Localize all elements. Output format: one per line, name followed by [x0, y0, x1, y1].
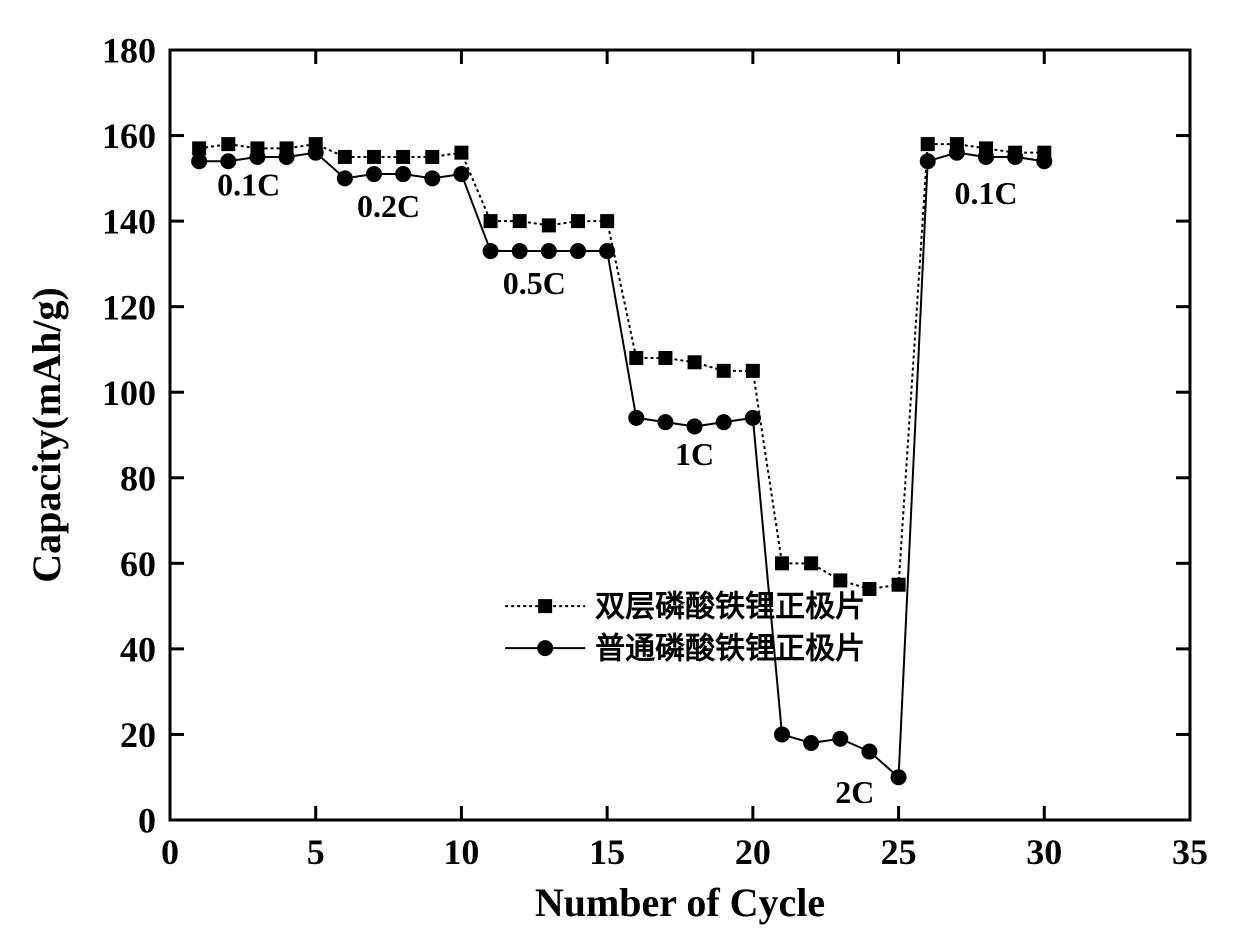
- rate-annotation: 0.5C: [503, 265, 566, 301]
- marker-square: [484, 214, 498, 228]
- y-tick-label: 140: [102, 202, 156, 242]
- marker-circle: [1036, 153, 1052, 169]
- rate-annotation: 0.2C: [357, 188, 420, 224]
- y-tick-label: 40: [120, 629, 156, 669]
- marker-circle: [570, 243, 586, 259]
- marker-circle: [366, 166, 382, 182]
- x-tick-label: 10: [443, 832, 479, 872]
- rate-annotation: 0.1C: [954, 175, 1017, 211]
- marker-circle: [832, 731, 848, 747]
- marker-circle: [483, 243, 499, 259]
- marker-square: [688, 355, 702, 369]
- marker-square: [513, 214, 527, 228]
- x-tick-label: 30: [1026, 832, 1062, 872]
- marker-circle: [599, 243, 615, 259]
- marker-circle: [978, 149, 994, 165]
- marker-square: [629, 351, 643, 365]
- y-tick-label: 180: [102, 31, 156, 71]
- marker-square: [892, 578, 906, 592]
- legend-marker-square: [538, 599, 552, 613]
- x-tick-label: 35: [1172, 832, 1208, 872]
- marker-circle: [861, 744, 877, 760]
- rate-annotation: 2C: [835, 774, 874, 810]
- y-tick-label: 0: [138, 801, 156, 841]
- marker-square: [804, 556, 818, 570]
- y-axis-title: Capacity(mAh/g): [24, 287, 69, 583]
- marker-square: [367, 150, 381, 164]
- marker-circle: [920, 153, 936, 169]
- marker-square: [746, 364, 760, 378]
- y-tick-label: 20: [120, 715, 156, 755]
- marker-square: [717, 364, 731, 378]
- marker-circle: [249, 149, 265, 165]
- marker-circle: [395, 166, 411, 182]
- marker-square: [454, 146, 468, 160]
- rate-annotation: 0.1C: [217, 166, 280, 202]
- marker-circle: [949, 145, 965, 161]
- marker-square: [338, 150, 352, 164]
- x-tick-label: 5: [307, 832, 325, 872]
- marker-square: [600, 214, 614, 228]
- marker-circle: [716, 414, 732, 430]
- y-tick-label: 100: [102, 373, 156, 413]
- marker-circle: [628, 410, 644, 426]
- y-tick-label: 120: [102, 287, 156, 327]
- rate-annotation: 1C: [675, 436, 714, 472]
- rate-capability-chart: 0 5 10 15 20 25 30 35 0 20 40 60 80 100 120 140 160 180 Nu…: [0, 0, 1239, 939]
- marker-circle: [191, 153, 207, 169]
- y-tick-label: 80: [120, 458, 156, 498]
- legend-marker-circle: [537, 640, 553, 656]
- marker-circle: [279, 149, 295, 165]
- marker-circle: [337, 170, 353, 186]
- marker-circle: [803, 735, 819, 751]
- marker-circle: [657, 414, 673, 430]
- x-tick-label: 20: [735, 832, 771, 872]
- marker-circle: [541, 243, 557, 259]
- marker-circle: [512, 243, 528, 259]
- marker-square: [571, 214, 585, 228]
- marker-square: [921, 137, 935, 151]
- marker-circle: [745, 410, 761, 426]
- marker-circle: [424, 170, 440, 186]
- chart-container: 0 5 10 15 20 25 30 35 0 20 40 60 80 100 120 140 160 180 Nu…: [0, 0, 1239, 939]
- x-tick-label: 15: [589, 832, 625, 872]
- marker-square: [425, 150, 439, 164]
- marker-square: [221, 137, 235, 151]
- marker-square: [658, 351, 672, 365]
- x-tick-label: 25: [881, 832, 917, 872]
- marker-square: [833, 573, 847, 587]
- marker-circle: [774, 726, 790, 742]
- legend-label: 普通磷酸铁锂正极片: [595, 632, 865, 666]
- legend-label: 双层磷酸铁锂正极片: [595, 591, 865, 624]
- marker-circle: [453, 166, 469, 182]
- y-tick-label: 160: [102, 116, 156, 156]
- marker-square: [542, 218, 556, 232]
- x-tick-label: 0: [161, 832, 179, 872]
- marker-circle: [1007, 149, 1023, 165]
- marker-circle: [687, 418, 703, 434]
- marker-square: [396, 150, 410, 164]
- y-tick-label: 60: [120, 544, 156, 584]
- marker-circle: [891, 769, 907, 785]
- marker-circle: [308, 145, 324, 161]
- marker-square: [775, 556, 789, 570]
- x-axis-title: Number of Cycle: [535, 880, 825, 925]
